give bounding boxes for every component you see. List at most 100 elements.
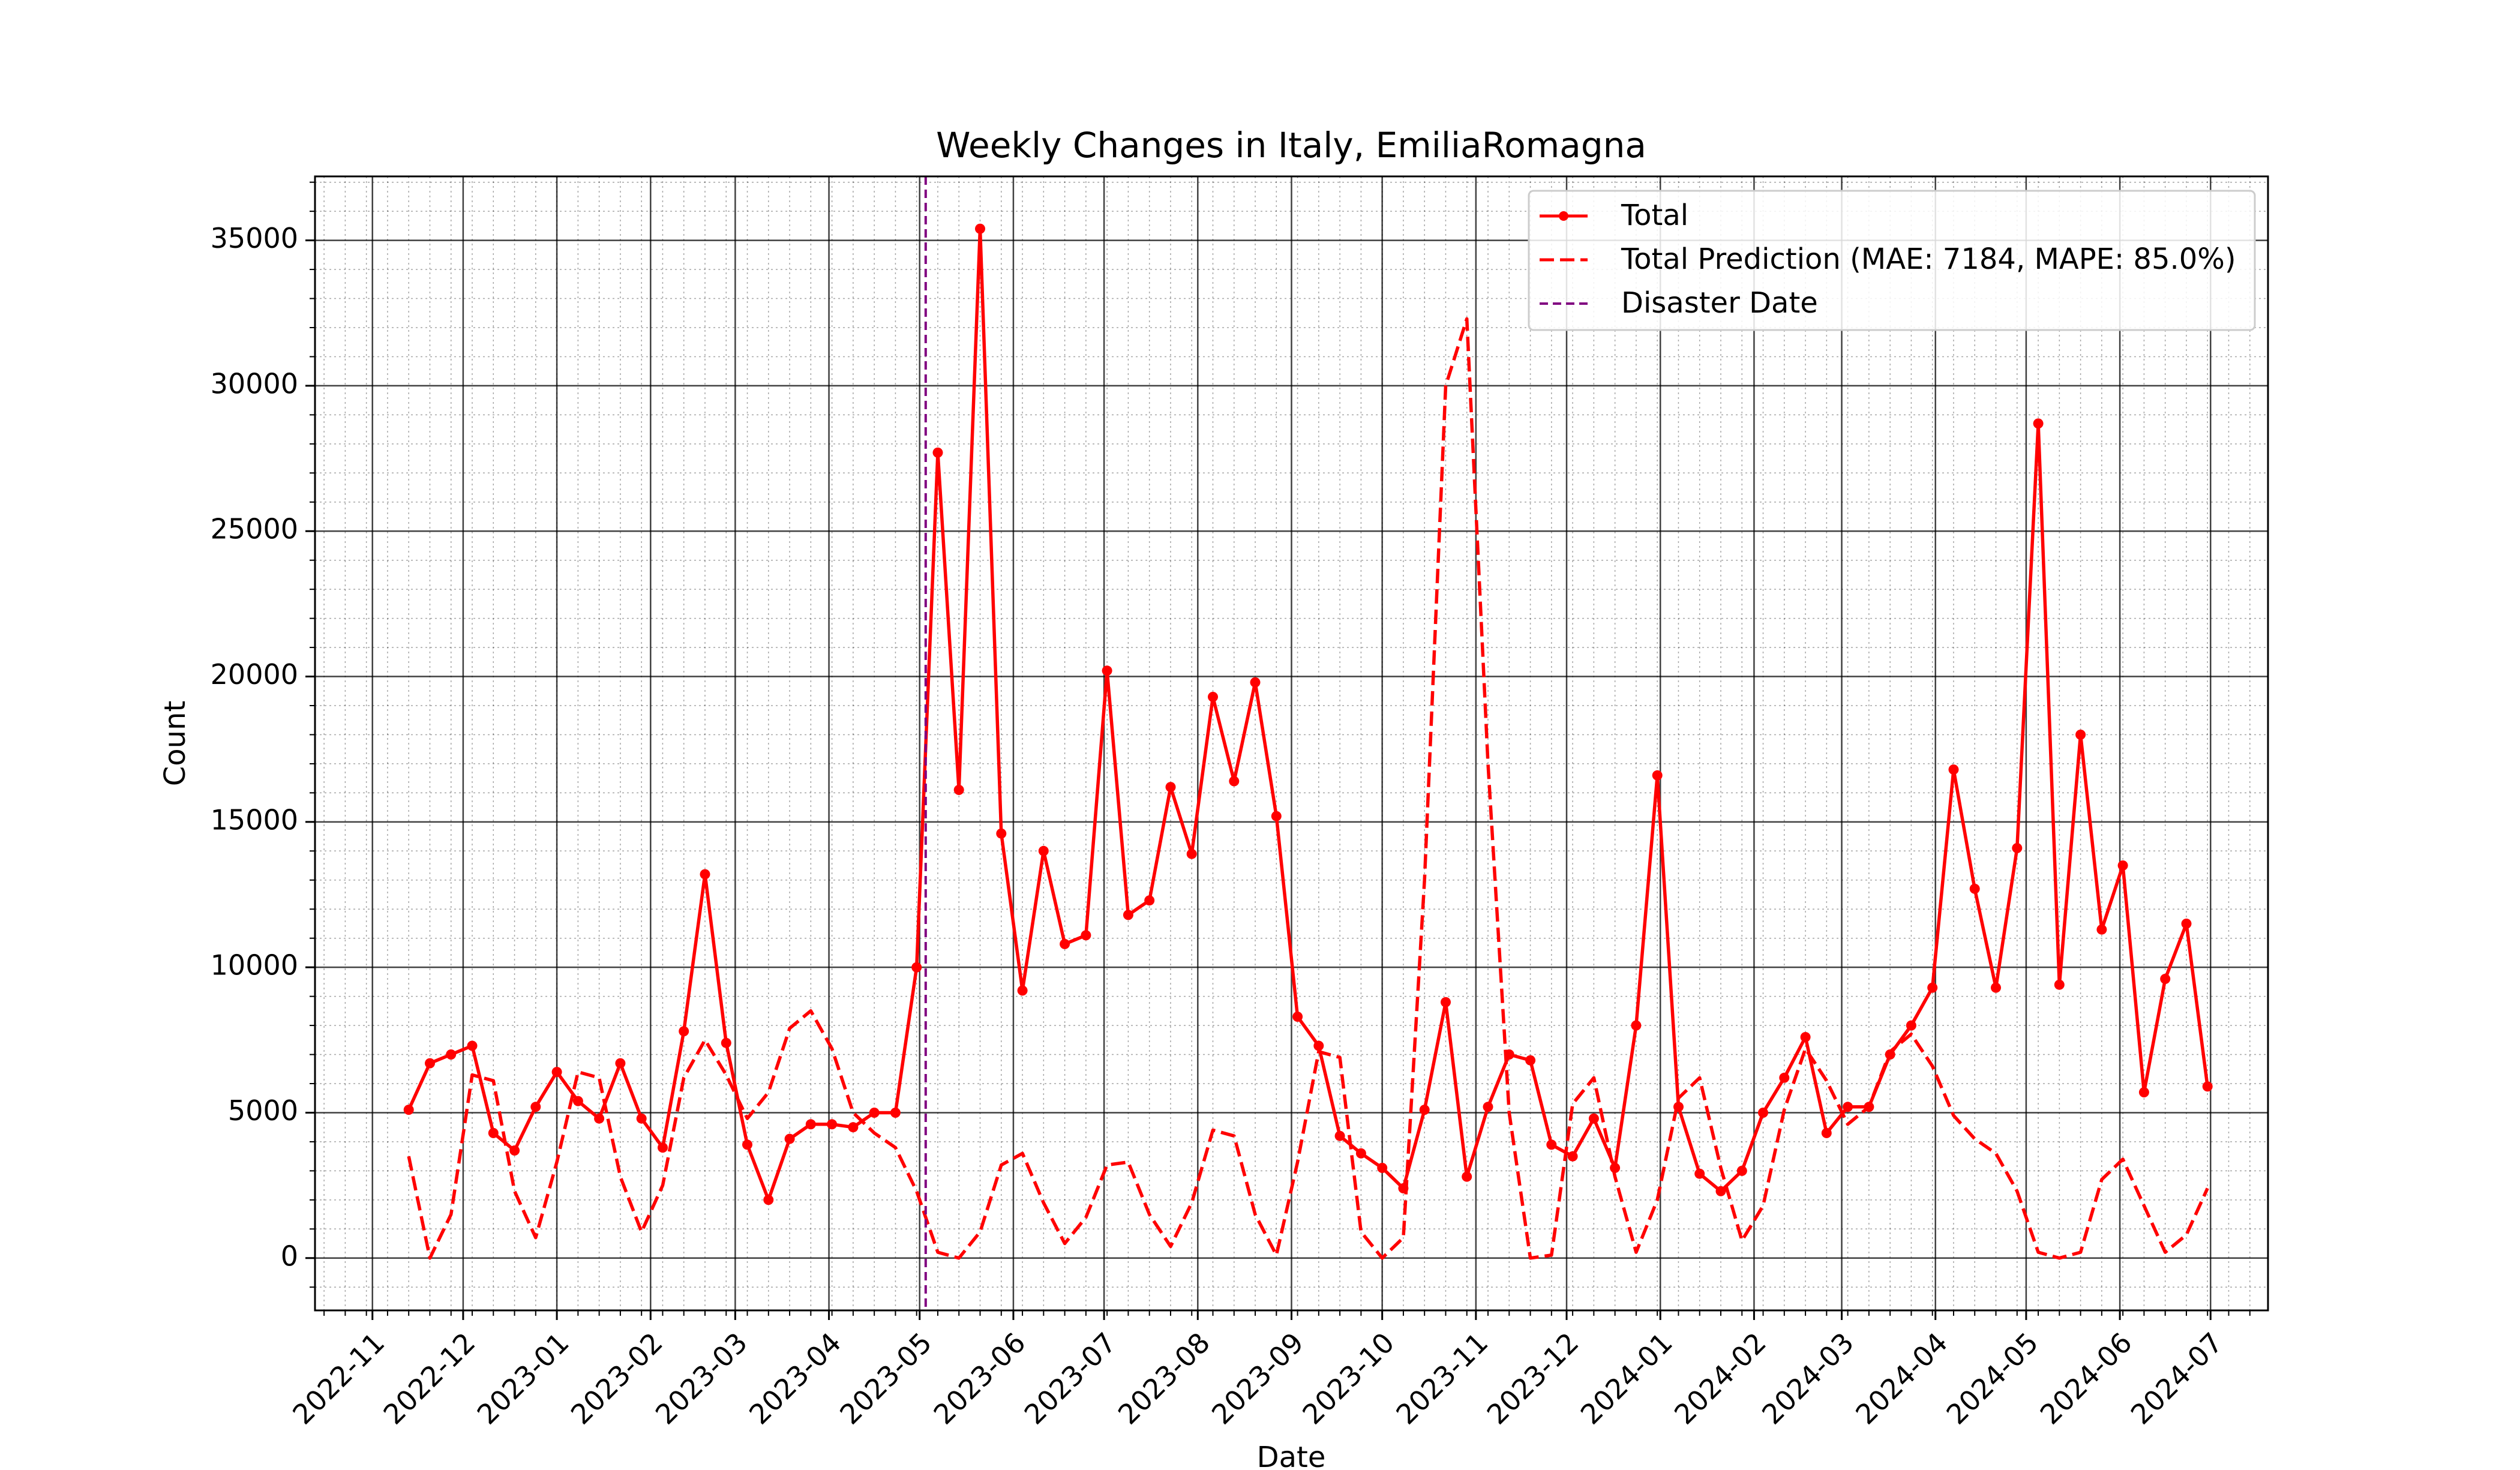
total-point <box>467 1040 478 1051</box>
total-point <box>1715 1186 1726 1196</box>
total-point <box>721 1037 731 1048</box>
legend-total-marker <box>1559 211 1568 221</box>
total-point <box>2033 418 2044 429</box>
total-point <box>1631 1020 1642 1031</box>
total-point <box>1927 982 1938 993</box>
total-point <box>1652 770 1663 781</box>
total-point <box>1165 782 1176 793</box>
total-point <box>890 1108 901 1118</box>
total-point <box>446 1049 457 1060</box>
total-point <box>1694 1168 1705 1179</box>
total-point <box>996 828 1007 839</box>
series-layer <box>403 176 2213 1310</box>
total-point <box>658 1142 668 1153</box>
y-tick-label: 10000 <box>211 949 298 982</box>
total-point <box>1419 1105 1430 1115</box>
total-point <box>1673 1102 1684 1112</box>
total-point <box>1483 1102 1493 1112</box>
y-tick-label: 0 <box>281 1240 298 1272</box>
total-point <box>1334 1130 1345 1141</box>
total-point <box>848 1122 859 1133</box>
total-point <box>572 1096 583 1106</box>
total-point <box>1313 1040 1324 1051</box>
total-point <box>1355 1148 1366 1159</box>
y-tick-label: 35000 <box>211 222 298 254</box>
total-point <box>1885 1049 1895 1060</box>
total-point <box>1038 845 1049 856</box>
total-point <box>1250 677 1261 688</box>
prediction-line <box>407 317 2209 1260</box>
total-point <box>2054 979 2065 990</box>
major-grid <box>315 176 2268 1310</box>
total-point <box>1102 665 1112 676</box>
total-point <box>1588 1113 1599 1124</box>
total-point <box>911 962 922 973</box>
total-point <box>1017 985 1028 996</box>
total-point <box>1525 1055 1536 1066</box>
total-point <box>1906 1020 1916 1031</box>
legend-box <box>1528 190 2256 331</box>
total-point <box>1991 982 2001 993</box>
total-point <box>784 1133 795 1144</box>
y-tick-label: 25000 <box>211 513 298 545</box>
y-axis-label: Count <box>158 701 192 787</box>
total-point <box>2202 1081 2213 1092</box>
total-point <box>488 1127 499 1138</box>
total-point <box>1229 776 1240 787</box>
total-point <box>1800 1032 1811 1042</box>
total-point <box>2160 974 2171 984</box>
total-point <box>1208 692 1218 702</box>
minor-grid <box>315 176 2268 1310</box>
total-point <box>2181 919 2192 929</box>
total-point <box>805 1119 816 1130</box>
total-point <box>679 1026 689 1037</box>
y-tick-label: 30000 <box>211 367 298 400</box>
total-point <box>1969 883 1980 894</box>
total-point <box>2012 843 2023 853</box>
y-tick-label: 5000 <box>228 1094 298 1127</box>
total-point <box>1610 1163 1621 1173</box>
chart-title: Weekly Changes in Italy, EmiliaRomagna <box>936 125 1646 166</box>
total-point <box>1398 1183 1409 1193</box>
total-point <box>615 1058 626 1069</box>
total-point <box>1736 1165 1747 1176</box>
total-point <box>763 1195 774 1205</box>
legend-total-label: Total <box>1621 199 1688 232</box>
total-point <box>530 1102 541 1112</box>
y-tick-label: 15000 <box>211 803 298 836</box>
legend-disaster-label: Disaster Date <box>1621 286 1818 320</box>
total-point <box>1504 1049 1514 1060</box>
total-point <box>869 1108 880 1118</box>
total-point <box>509 1145 520 1156</box>
total-point <box>2096 924 2107 935</box>
total-point <box>1462 1171 1472 1182</box>
total-line <box>407 227 2209 1202</box>
legend-prediction-label: Total Prediction (MAE: 7184, MAPE: 85.0%… <box>1621 242 2236 276</box>
total-point <box>953 785 964 795</box>
total-point <box>975 223 985 234</box>
total-point <box>425 1058 435 1069</box>
total-point <box>1377 1163 1388 1173</box>
total-point <box>594 1113 605 1124</box>
y-axis-ticks: 0 5000 10000 15000 20000 25000 30000 35000 <box>211 181 315 1288</box>
total-point <box>827 1119 838 1130</box>
total-point <box>1271 811 1282 821</box>
total-point <box>1779 1072 1790 1083</box>
total-point <box>700 869 710 880</box>
total-point <box>1186 848 1197 859</box>
x-axis-label: Date <box>1257 1441 1326 1470</box>
total-point <box>1292 1012 1303 1022</box>
total-point <box>1441 997 1451 1007</box>
total-point <box>403 1105 414 1115</box>
total-point <box>1060 938 1070 949</box>
total-point <box>932 447 943 458</box>
total-point <box>551 1067 562 1078</box>
total-point <box>1948 764 1959 775</box>
y-tick-label: 20000 <box>211 658 298 691</box>
total-point <box>1546 1139 1557 1150</box>
total-point <box>742 1139 752 1150</box>
total-point <box>1864 1102 1874 1112</box>
total-point <box>636 1113 647 1124</box>
total-point <box>1144 895 1155 906</box>
